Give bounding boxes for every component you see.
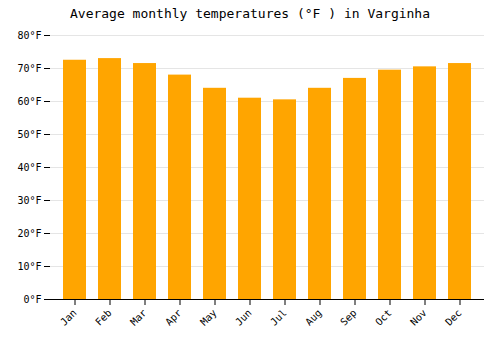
svg-text:80°F: 80°F: [17, 30, 41, 41]
svg-text:60°F: 60°F: [17, 96, 41, 107]
svg-text:Jun: Jun: [233, 307, 254, 328]
svg-text:Nov: Nov: [408, 307, 429, 328]
svg-text:50°F: 50°F: [17, 129, 41, 140]
svg-text:Jan: Jan: [58, 307, 79, 328]
svg-text:10°F: 10°F: [17, 261, 41, 272]
html-text:Average monthly temperatures (: Average monthly temperatures (°F ) in Va…: [70, 6, 430, 21]
svg-text:70°F: 70°F: [17, 63, 41, 74]
svg-text:Oct: Oct: [373, 307, 394, 328]
svg-text:Jul: Jul: [268, 307, 289, 328]
svg-text:Feb: Feb: [93, 307, 114, 328]
svg-text:20°F: 20°F: [17, 228, 41, 239]
svg-text:Dec: Dec: [443, 307, 464, 328]
svg-text:May: May: [198, 307, 219, 328]
svg-text:Sep: Sep: [338, 307, 359, 328]
svg-text:Mar: Mar: [128, 307, 149, 328]
svg-text:Apr: Apr: [163, 307, 184, 328]
svg-text:30°F: 30°F: [17, 195, 41, 206]
svg-text:40°F: 40°F: [17, 162, 41, 173]
svg-text:0°F: 0°F: [23, 294, 41, 305]
svg-text:Aug: Aug: [303, 307, 324, 328]
